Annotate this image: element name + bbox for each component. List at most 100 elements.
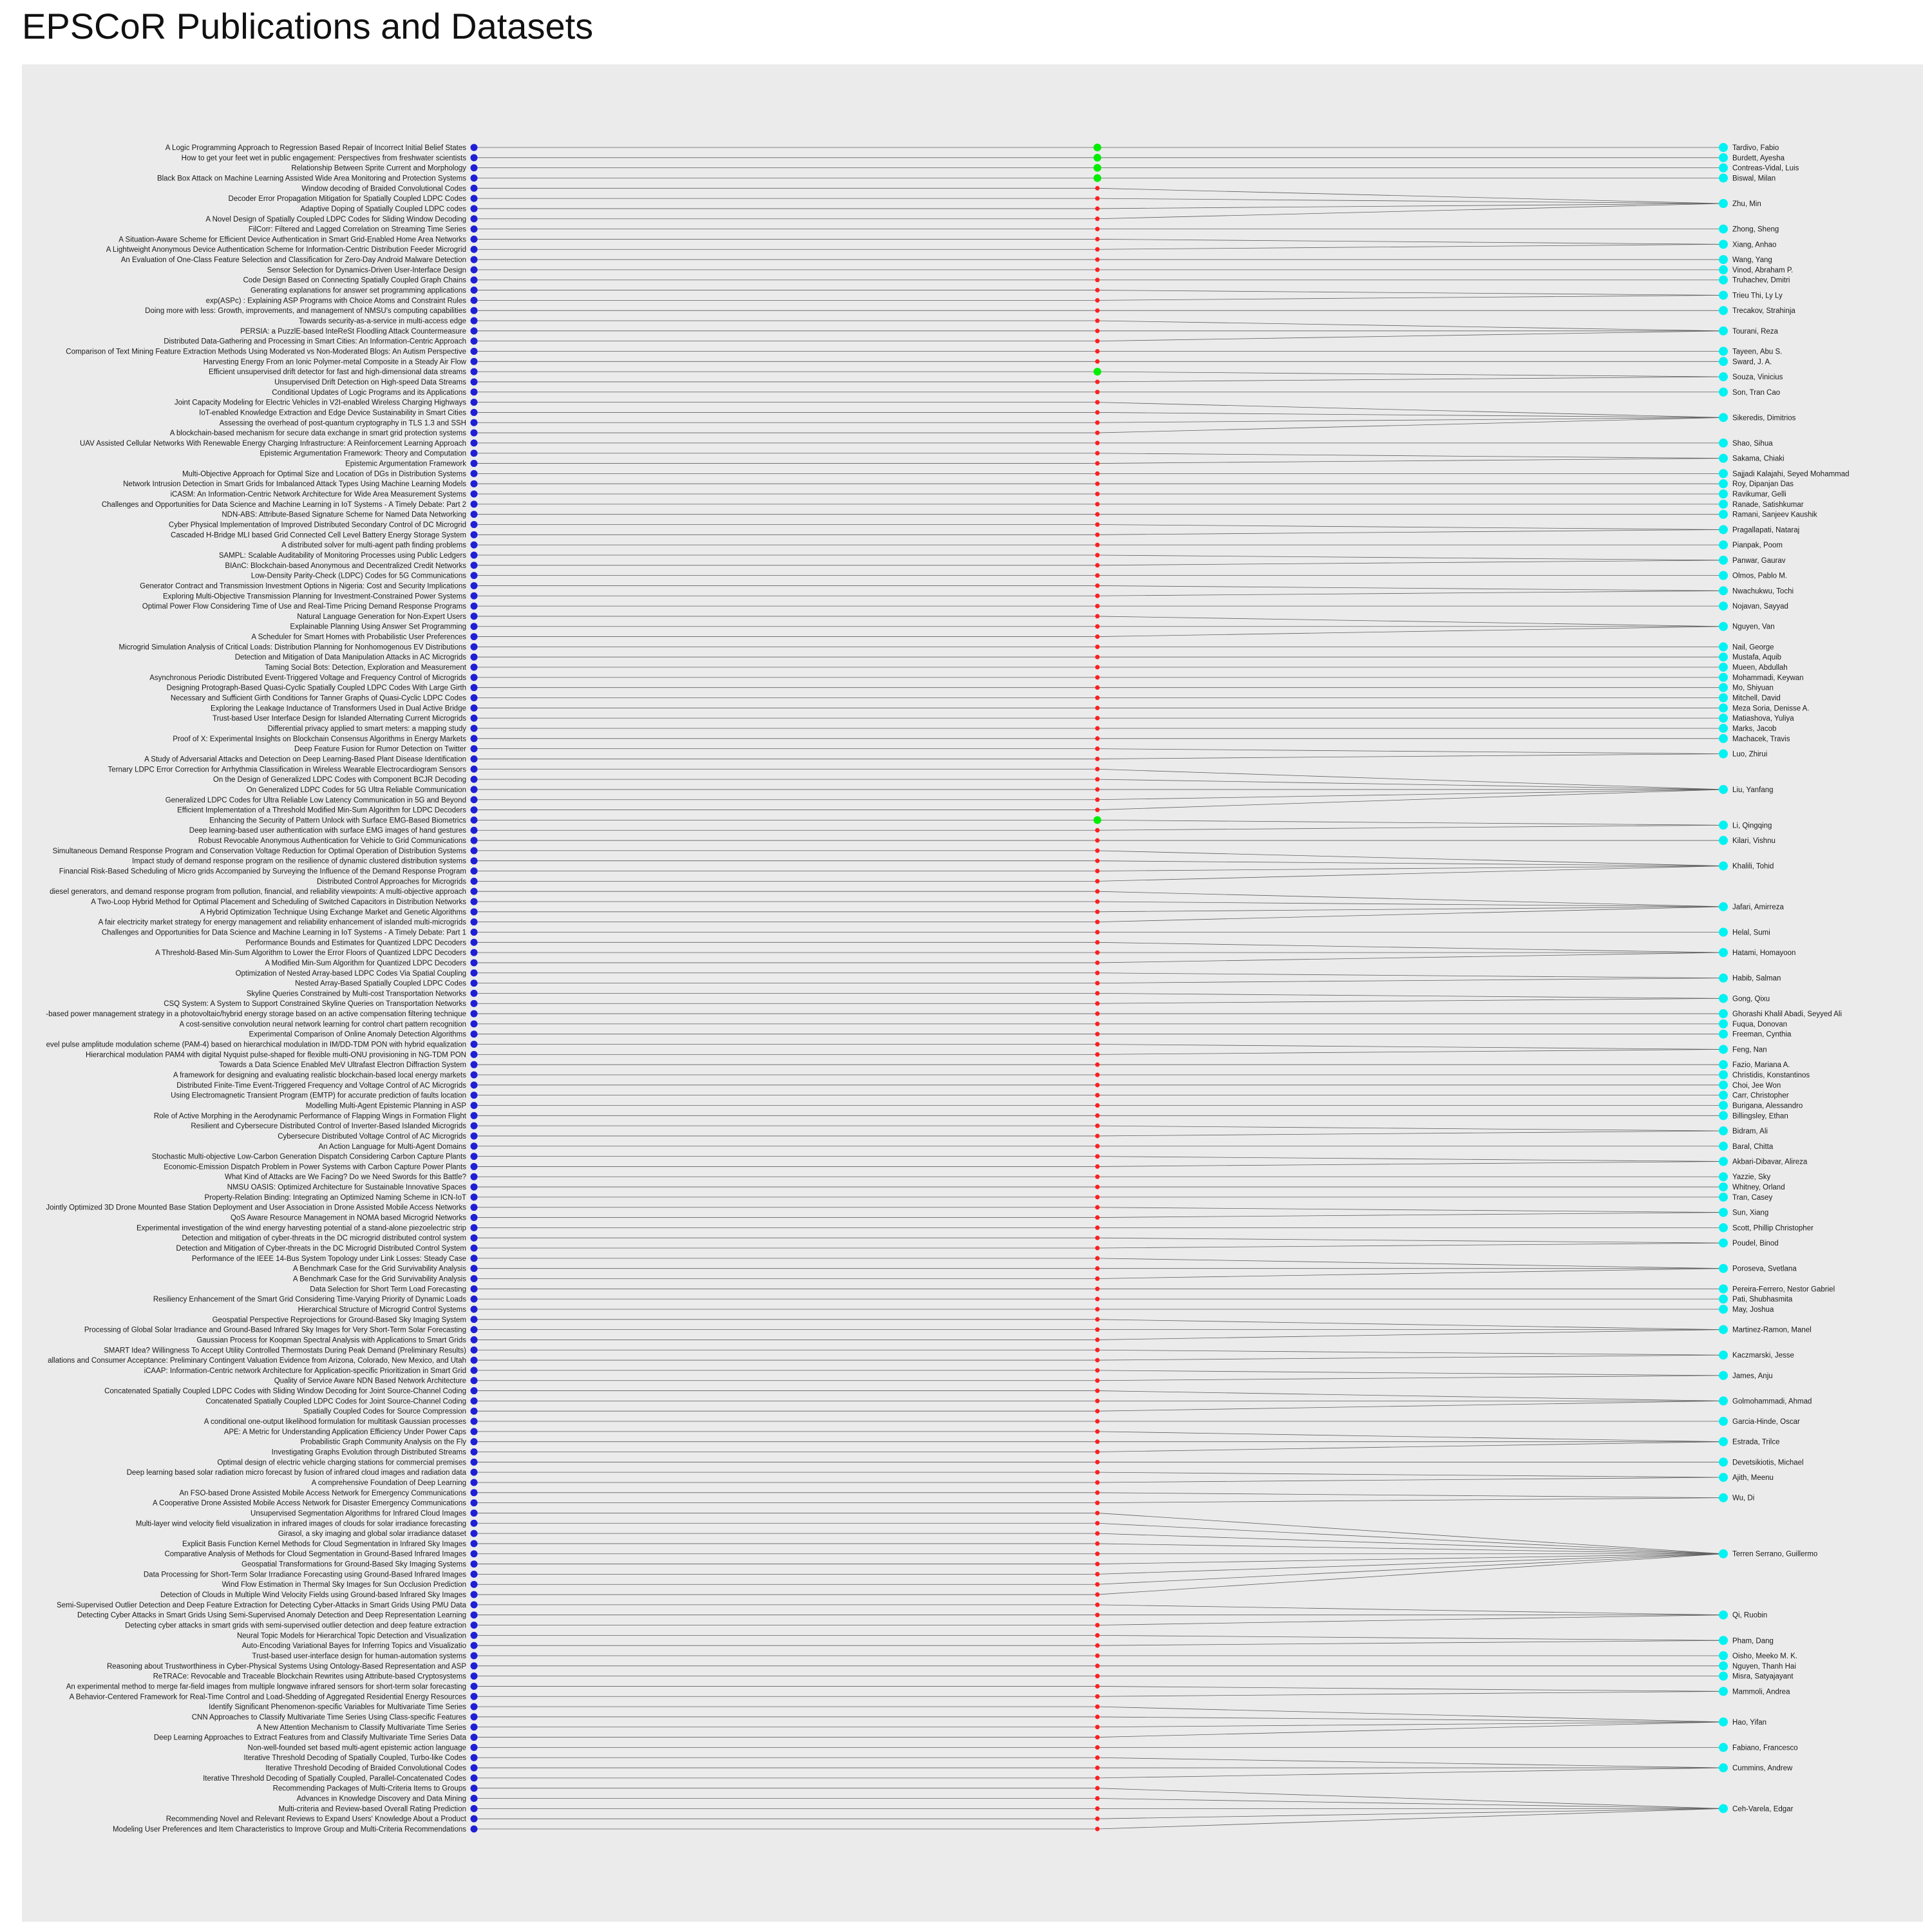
center-node-red[interactable] — [1095, 624, 1100, 629]
center-node-red[interactable] — [1095, 430, 1100, 435]
publication-node[interactable] — [470, 1224, 478, 1231]
publication-node[interactable] — [470, 612, 478, 620]
center-node-red[interactable] — [1095, 1307, 1100, 1312]
author-node[interactable] — [1719, 1325, 1728, 1334]
publication-node[interactable] — [470, 500, 478, 508]
author-node[interactable] — [1719, 1350, 1728, 1360]
center-node-red[interactable] — [1095, 634, 1100, 639]
publication-node[interactable] — [470, 1580, 478, 1588]
publication-node[interactable] — [470, 235, 478, 243]
center-node-red[interactable] — [1095, 1154, 1100, 1159]
author-node[interactable] — [1719, 683, 1728, 692]
publication-node[interactable] — [470, 837, 478, 844]
center-node-red[interactable] — [1095, 491, 1100, 497]
author-node[interactable] — [1719, 927, 1728, 937]
center-node-red[interactable] — [1095, 1776, 1100, 1781]
author-node[interactable] — [1719, 469, 1728, 478]
center-node-red[interactable] — [1095, 1042, 1100, 1047]
publication-node[interactable] — [470, 765, 478, 773]
center-node-red[interactable] — [1095, 1419, 1100, 1424]
publication-node[interactable] — [470, 1346, 478, 1354]
author-node[interactable] — [1719, 1636, 1728, 1645]
publication-node[interactable] — [470, 1734, 478, 1741]
center-node-red[interactable] — [1095, 1032, 1100, 1037]
center-node-red[interactable] — [1095, 1470, 1100, 1475]
publication-node[interactable] — [470, 1519, 478, 1527]
publication-node[interactable] — [470, 1560, 478, 1568]
center-node-red[interactable] — [1095, 1296, 1100, 1302]
center-node-red[interactable] — [1095, 400, 1100, 405]
publication-node[interactable] — [470, 164, 478, 172]
publication-node[interactable] — [470, 1723, 478, 1731]
center-node-red[interactable] — [1095, 563, 1100, 568]
center-node-red[interactable] — [1095, 1245, 1100, 1251]
center-node-red[interactable] — [1095, 1510, 1100, 1515]
center-node-red[interactable] — [1095, 1195, 1100, 1200]
center-node-red[interactable] — [1095, 278, 1100, 283]
publication-node[interactable] — [470, 908, 478, 916]
center-node-red[interactable] — [1095, 348, 1100, 354]
publication-node[interactable] — [470, 1101, 478, 1109]
publication-node[interactable] — [470, 1672, 478, 1680]
publication-node[interactable] — [470, 490, 478, 498]
center-node-red[interactable] — [1095, 960, 1100, 965]
author-node[interactable] — [1719, 861, 1728, 871]
publication-node[interactable] — [470, 215, 478, 223]
publication-node[interactable] — [470, 1010, 478, 1018]
publication-node[interactable] — [470, 1530, 478, 1537]
publication-node[interactable] — [470, 1204, 478, 1211]
center-node-red[interactable] — [1095, 848, 1100, 853]
center-node-red[interactable] — [1095, 257, 1100, 262]
author-node[interactable] — [1719, 1651, 1728, 1660]
author-node[interactable] — [1719, 1743, 1728, 1752]
author-node[interactable] — [1719, 1473, 1728, 1482]
publication-node[interactable] — [470, 1234, 478, 1242]
publication-node[interactable] — [470, 296, 478, 304]
publication-node[interactable] — [470, 877, 478, 885]
author-node[interactable] — [1719, 1549, 1728, 1558]
center-node-red[interactable] — [1095, 828, 1100, 833]
publication-node[interactable] — [470, 562, 478, 569]
author-node[interactable] — [1719, 1661, 1728, 1671]
publication-node[interactable] — [470, 969, 478, 977]
center-node-red[interactable] — [1095, 675, 1100, 680]
center-node-red[interactable] — [1095, 736, 1100, 741]
center-node-red[interactable] — [1095, 1072, 1100, 1077]
center-node-red[interactable] — [1095, 512, 1100, 517]
publication-node[interactable] — [470, 1081, 478, 1089]
center-node-red[interactable] — [1095, 359, 1100, 364]
author-node[interactable] — [1719, 1717, 1728, 1727]
center-node-red[interactable] — [1095, 1001, 1100, 1006]
publication-node[interactable] — [470, 419, 478, 426]
center-node-green[interactable] — [1094, 153, 1101, 162]
author-node[interactable] — [1719, 555, 1728, 565]
publication-node[interactable] — [470, 724, 478, 732]
publication-node[interactable] — [470, 786, 478, 793]
publication-node[interactable] — [470, 1438, 478, 1446]
center-node-red[interactable] — [1095, 1571, 1100, 1577]
publication-node[interactable] — [470, 337, 478, 345]
author-node[interactable] — [1719, 693, 1728, 703]
publication-node[interactable] — [470, 1692, 478, 1700]
publication-node[interactable] — [470, 1652, 478, 1660]
publication-node[interactable] — [470, 1122, 478, 1130]
author-node[interactable] — [1719, 1157, 1728, 1166]
publication-node[interactable] — [470, 1295, 478, 1303]
publication-node[interactable] — [470, 1132, 478, 1140]
center-node-red[interactable] — [1095, 553, 1100, 558]
author-node[interactable] — [1719, 1060, 1728, 1070]
publication-node[interactable] — [470, 918, 478, 926]
center-node-red[interactable] — [1095, 705, 1100, 710]
publication-node[interactable] — [470, 276, 478, 284]
center-node-red[interactable] — [1095, 1694, 1100, 1699]
publication-node[interactable] — [470, 1489, 478, 1497]
author-node[interactable] — [1719, 153, 1728, 162]
center-node-red[interactable] — [1095, 990, 1100, 996]
author-node[interactable] — [1719, 306, 1728, 316]
publication-node[interactable] — [470, 1142, 478, 1150]
author-node[interactable] — [1719, 973, 1728, 983]
publication-node[interactable] — [470, 745, 478, 753]
center-node-red[interactable] — [1095, 1663, 1100, 1669]
publication-node[interactable] — [470, 572, 478, 580]
center-node-red[interactable] — [1095, 869, 1100, 874]
